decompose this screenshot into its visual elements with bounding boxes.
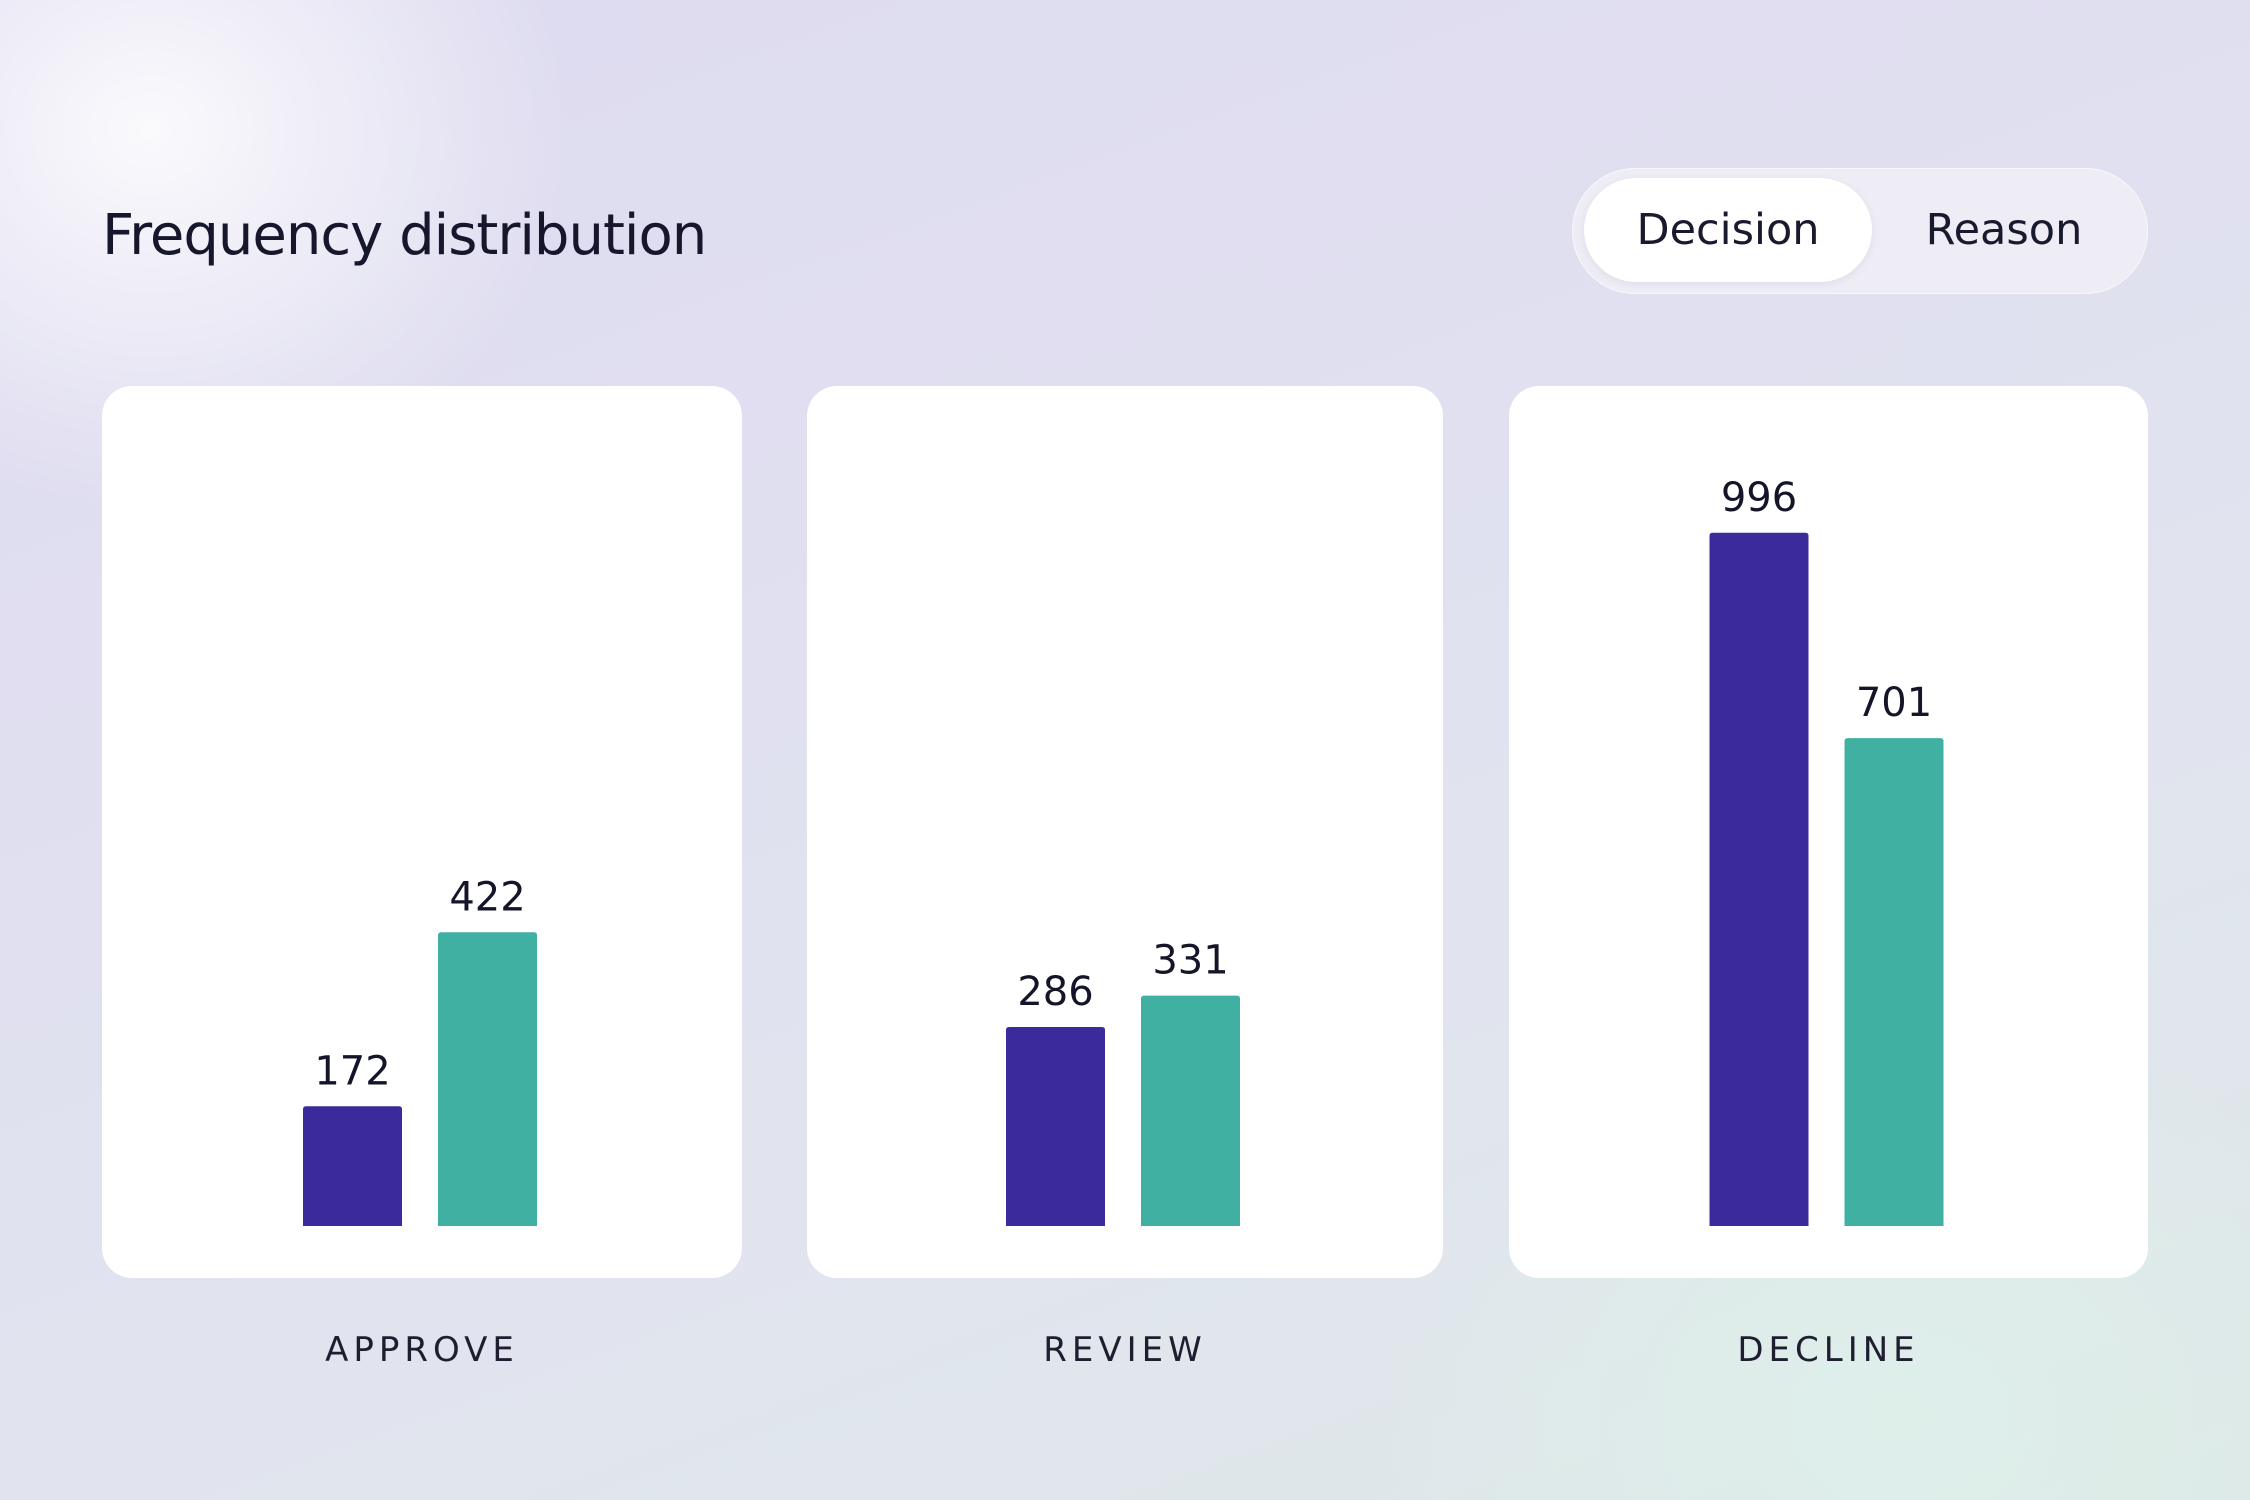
bar-decline-series-1 <box>1709 532 1809 1226</box>
bar-approve-series-2 <box>438 932 537 1226</box>
category-label-approve: APPROVE <box>325 1330 519 1370</box>
toggle-decision-button[interactable]: Decision <box>1584 178 1872 282</box>
data-label-decline-series-2: 701 <box>1856 680 1932 726</box>
toggle-reason-button[interactable]: Reason <box>1925 205 2083 255</box>
bar-review-series-1 <box>1006 1026 1105 1226</box>
data-label-review-series-1: 286 <box>1017 969 1093 1015</box>
bar-approve-series-1 <box>303 1106 402 1226</box>
chart-panel-review: 286 331 <box>807 386 1443 1278</box>
data-label-approve-series-1: 172 <box>314 1048 390 1094</box>
data-label-review-series-2: 331 <box>1152 938 1228 984</box>
chart-svg-review: 286 331 <box>1006 938 1240 1226</box>
view-toggle: Decision Reason <box>1572 168 2148 294</box>
data-label-decline-series-1: 996 <box>1721 475 1797 521</box>
chart-svg-decline: 996 701 <box>1709 475 1944 1226</box>
bar-review-series-2 <box>1141 995 1240 1226</box>
chart-panel-decline: 996 701 <box>1509 386 2148 1278</box>
category-label-review: REVIEW <box>1043 1330 1207 1370</box>
data-label-approve-series-2: 422 <box>449 874 525 920</box>
chart-title: Frequency distribution <box>102 203 707 268</box>
chart-svg-approve: 172 422 <box>303 874 537 1226</box>
bar-decline-series-2 <box>1844 738 1944 1226</box>
chart-panel-approve: 172 422 <box>102 386 742 1278</box>
category-label-decline: DECLINE <box>1737 1330 1920 1370</box>
